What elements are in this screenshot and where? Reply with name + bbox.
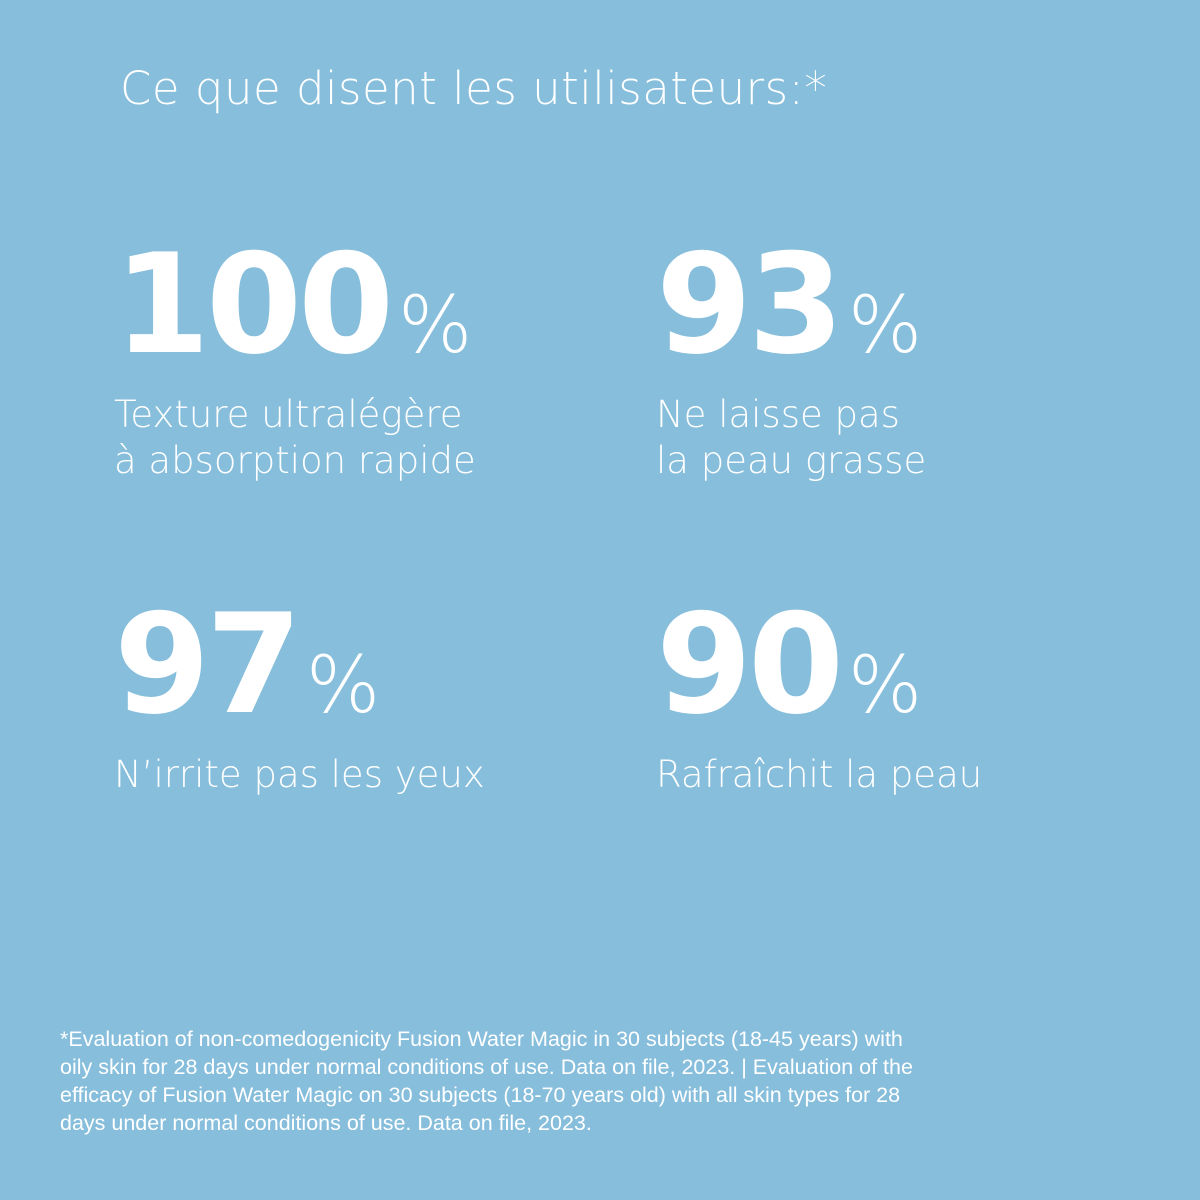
stat-unit: % xyxy=(848,281,923,371)
footnote-line: oily skin for 28 days under normal condi… xyxy=(60,1055,913,1079)
stat-value: 100 xyxy=(114,224,394,385)
stat-value-row: 93% xyxy=(656,236,926,374)
stat-not-greasy: 93% Ne laisse pas la peau grasse xyxy=(656,236,926,484)
stat-no-eye-irritation: 97% N’irrite pas les yeux xyxy=(114,596,485,798)
stat-label-line: Rafraîchit la peau xyxy=(656,753,983,796)
stat-value-row: 100% xyxy=(114,236,476,374)
stat-label-line: Ne laisse pas xyxy=(656,393,900,436)
stat-label-line: Texture ultralégère xyxy=(114,393,463,436)
stat-label: Ne laisse pas la peau grasse xyxy=(656,392,926,484)
stat-value: 93 xyxy=(656,224,844,385)
stat-unit: % xyxy=(306,641,381,731)
stat-label-line: à absorption rapide xyxy=(114,439,476,482)
stat-value: 90 xyxy=(656,584,844,745)
stat-label: Texture ultralégère à absorption rapide xyxy=(114,392,476,484)
footnote-line: *Evaluation of non-comedogenicity Fusion… xyxy=(60,1027,903,1051)
footnote-line: days under normal conditions of use. Dat… xyxy=(60,1111,592,1135)
stat-label-line: la peau grasse xyxy=(656,439,927,482)
page-title: Ce que disent les utilisateurs:* xyxy=(120,62,828,115)
stat-value: 97 xyxy=(114,584,302,745)
footnote-line: efficacy of Fusion Water Magic on 30 sub… xyxy=(60,1083,901,1107)
stat-unit: % xyxy=(848,641,923,731)
stat-label: N’irrite pas les yeux xyxy=(114,752,485,798)
stat-value-row: 90% xyxy=(656,596,982,734)
stat-texture: 100% Texture ultralégère à absorption ra… xyxy=(114,236,476,484)
footnote: *Evaluation of non-comedogenicity Fusion… xyxy=(60,1025,913,1137)
stat-value-row: 97% xyxy=(114,596,485,734)
stat-refreshes: 90% Rafraîchit la peau xyxy=(656,596,982,798)
stat-label: Rafraîchit la peau xyxy=(656,752,982,798)
stat-label-line: N’irrite pas les yeux xyxy=(114,753,485,796)
stat-unit: % xyxy=(398,281,473,371)
